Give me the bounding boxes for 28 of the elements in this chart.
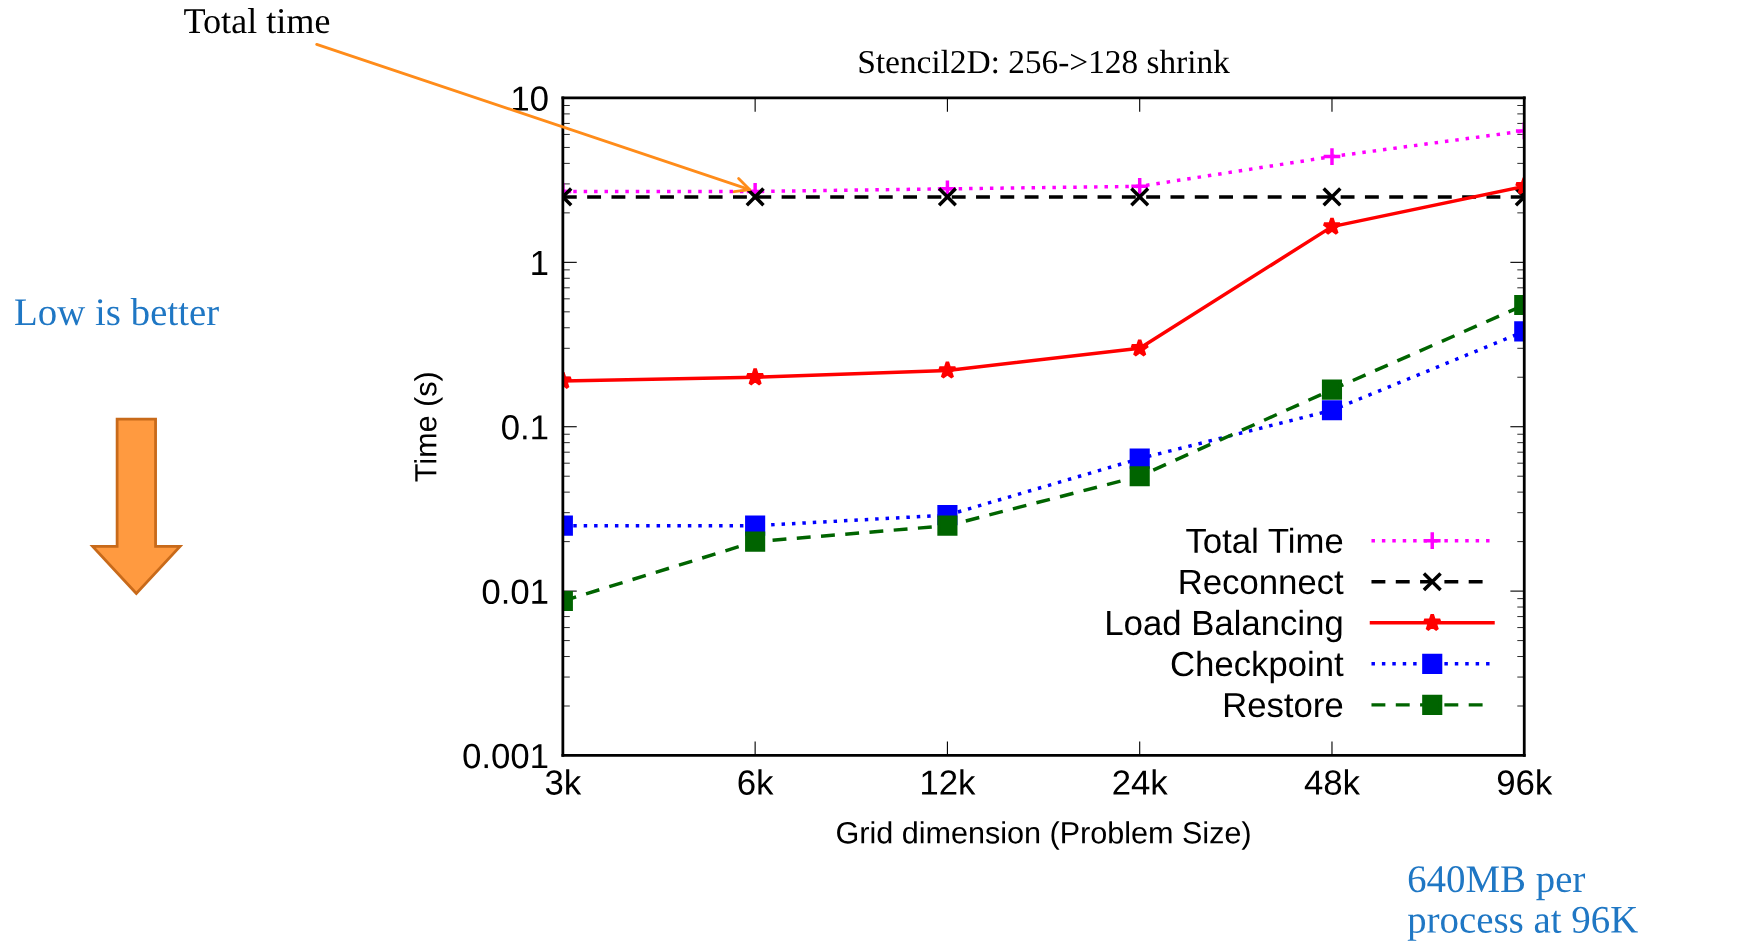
text: 640MB per process at 96K	[1407, 866, 1638, 941]
point	[937, 515, 958, 536]
x-tick-label: 48k	[1304, 769, 1361, 795]
x-tick-label: 12k	[922, 769, 976, 795]
legend-label: Checkpoint	[1171, 650, 1344, 684]
y-tick-label: 0.01	[482, 579, 548, 605]
x-tick-label: 3k	[545, 769, 582, 795]
point	[1129, 466, 1150, 487]
y-axis-title: Time (s)	[414, 373, 443, 482]
x-axis-title: Grid dimension (Problem Size)	[837, 821, 1250, 850]
annotation: Total time	[184, 7, 330, 34]
x-tick-label: 96k	[1497, 769, 1553, 795]
legend-label: Reconnect	[1180, 570, 1344, 595]
legend-label: Restore	[1224, 693, 1343, 718]
legend-label: Load Balancing	[1107, 609, 1342, 643]
y-tick-label: 0.1	[502, 415, 548, 440]
point	[937, 360, 958, 379]
y-tick-label: 10	[513, 86, 548, 111]
text: Low is better	[15, 298, 219, 326]
point	[1129, 186, 1150, 208]
y-tick-label: 1	[532, 251, 548, 275]
chart-title: Stencil2D: 256->128 shrink	[859, 49, 1230, 74]
x-tick-label: 6k	[738, 769, 774, 795]
point	[937, 186, 958, 208]
point	[1130, 338, 1150, 357]
y-tick-label: 0.001	[463, 743, 548, 769]
x-tick-label: 24k	[1113, 769, 1168, 795]
legend-label: Total Time	[1186, 527, 1343, 554]
